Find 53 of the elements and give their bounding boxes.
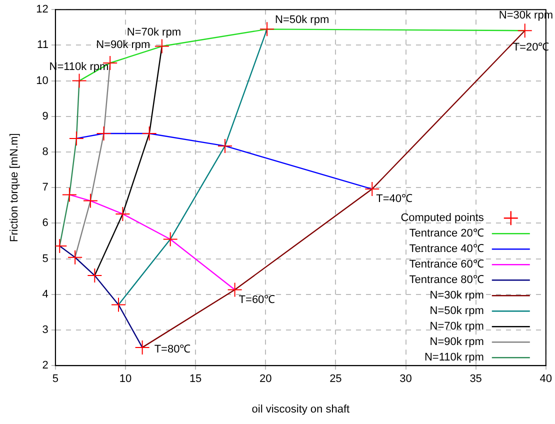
point	[517, 23, 532, 38]
x-tick-label: 40	[540, 373, 552, 386]
point	[68, 130, 84, 146]
y-tick-label: 11	[37, 39, 48, 52]
legend-label: N=110k rpm	[424, 352, 484, 364]
legend-label: Tentrance 60℃	[409, 258, 484, 271]
legend-label: Tentrance 20℃	[409, 228, 484, 240]
point	[154, 38, 170, 54]
y-tick-label: 5	[42, 252, 48, 265]
y-tick-label: 10	[36, 74, 48, 87]
annotation: T=80℃	[154, 343, 191, 356]
point	[260, 22, 275, 37]
x-tick-label: 10	[119, 373, 132, 386]
point	[162, 232, 178, 247]
legend-label: N=50k rpm	[430, 305, 484, 318]
x-tick-label: 20	[260, 373, 272, 386]
y-tick-label: 3	[42, 324, 48, 336]
point	[96, 126, 112, 141]
x-tick-label: 25	[330, 373, 342, 386]
legend-label: Computed points	[400, 212, 484, 224]
y-tick-label: 7	[42, 182, 48, 194]
y-tick-label: 12	[36, 4, 48, 16]
y-tick-label: 2	[42, 360, 48, 372]
legend-label: N=30k rpm	[430, 290, 484, 302]
point	[217, 138, 232, 154]
x-tick-label: 5	[52, 373, 58, 386]
x-tick-label: 15	[189, 373, 202, 386]
legend-label: Tentrance 40℃	[409, 243, 484, 256]
annotation: N=90k rpm	[96, 39, 150, 52]
point	[68, 250, 83, 265]
point	[72, 73, 87, 88]
point	[115, 206, 130, 222]
y-tick-label: 9	[42, 110, 48, 122]
annotation: T=60℃	[238, 294, 276, 306]
annotation: T=40℃	[376, 193, 413, 206]
x-axis-title: oil viscosity on shaft	[252, 403, 350, 416]
point	[87, 268, 102, 284]
x-tick-label: 30	[400, 373, 412, 386]
y-axis-title: Friction torque [mN.m]	[8, 133, 21, 242]
legend-label: N=90k rpm	[430, 336, 484, 348]
point	[134, 340, 150, 355]
legend-label: N=70k rpm	[430, 320, 484, 333]
point	[62, 187, 77, 202]
point	[82, 193, 98, 208]
x-tick-label: 35	[470, 373, 482, 386]
point	[110, 297, 126, 312]
y-tick-label: 6	[42, 217, 48, 230]
annotation: N=50k rpm	[275, 14, 330, 26]
y-tick-label: 8	[42, 146, 48, 158]
point	[142, 126, 157, 141]
annotation: N=70k rpm	[126, 26, 181, 38]
legend-label: Tentrance 80℃	[409, 274, 484, 286]
y-tick-label: 4	[42, 288, 48, 300]
